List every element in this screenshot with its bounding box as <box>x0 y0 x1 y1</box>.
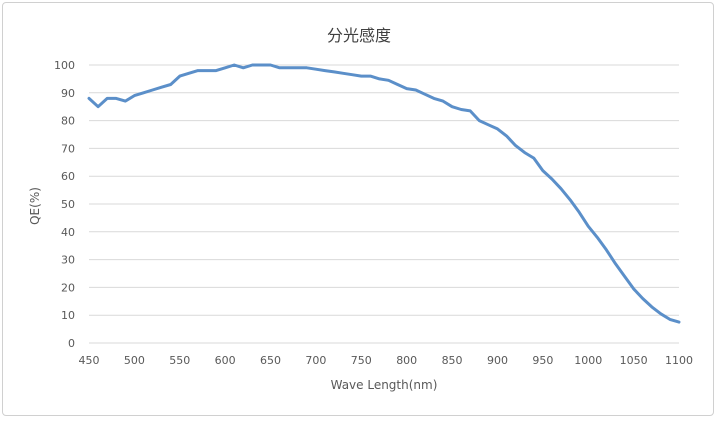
qe-chart: 分光感度 0 10 20 30 40 50 60 70 80 90 100 450 500 550 600… <box>28 26 694 392</box>
x-tick-label: 650 <box>260 354 281 367</box>
y-tick-label: 80 <box>61 115 75 128</box>
x-tick-label: 550 <box>169 354 190 367</box>
grid-lines <box>89 64 679 344</box>
x-tick-label: 750 <box>351 354 372 367</box>
chart-frame: 分光感度 0 10 20 30 40 50 60 70 80 90 100 450 500 550 600… <box>2 2 714 416</box>
x-tick-label: 950 <box>532 354 553 367</box>
y-tick-label: 70 <box>61 142 75 155</box>
y-tick-label: 90 <box>61 87 75 100</box>
y-tick-label: 30 <box>61 254 75 267</box>
x-tick-label: 500 <box>124 354 145 367</box>
qe-series-line <box>87 63 681 324</box>
y-tick-label: 100 <box>54 59 75 72</box>
x-tick-label: 1000 <box>574 354 602 367</box>
y-tick-label: 0 <box>68 337 75 350</box>
y-tick-label: 50 <box>61 198 75 211</box>
y-tick-label: 40 <box>61 226 75 239</box>
x-tick-label: 800 <box>396 354 417 367</box>
x-tick-label: 850 <box>442 354 463 367</box>
x-tick-label: 1100 <box>665 354 693 367</box>
x-tick-labels: 450 500 550 600 650 700 750 800 850 900 950 1000 105… <box>79 354 694 367</box>
y-tick-labels: 0 10 20 30 40 50 60 70 80 90 100 <box>54 59 75 350</box>
series-group <box>87 63 681 324</box>
y-axis-label: QE(%) <box>28 187 42 225</box>
x-axis-label: Wave Length(nm) <box>331 378 438 392</box>
x-tick-label: 600 <box>215 354 236 367</box>
x-tick-label: 900 <box>487 354 508 367</box>
y-tick-label: 10 <box>61 309 75 322</box>
x-tick-label: 1050 <box>620 354 648 367</box>
y-tick-label: 60 <box>61 170 75 183</box>
chart-title: 分光感度 <box>327 26 391 45</box>
x-tick-label: 450 <box>79 354 100 367</box>
x-tick-label: 700 <box>305 354 326 367</box>
y-tick-label: 20 <box>61 281 75 294</box>
